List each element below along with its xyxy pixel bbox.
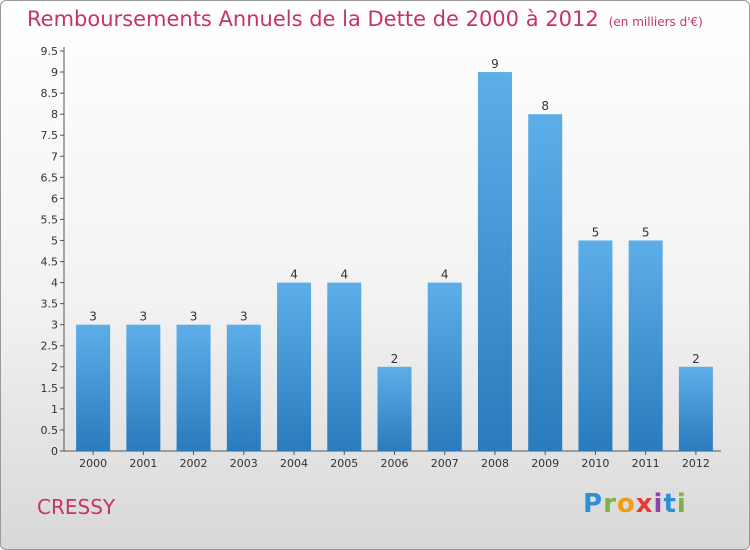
y-tick-label: 1	[51, 403, 58, 416]
bar-value-label: 4	[441, 268, 449, 282]
x-tick-label: 2011	[632, 457, 660, 470]
y-tick-label: 8	[51, 108, 58, 121]
y-tick-label: 6.5	[41, 171, 59, 184]
y-tick-label: 4	[51, 277, 58, 290]
y-tick-label: 0.5	[41, 424, 59, 437]
y-tick-label: 9.5	[41, 45, 59, 58]
chart-labels: 2000 3 2001 3 2002 3 2003 3 2004 4 2005 4 2006 2 2007 4…	[79, 57, 710, 470]
chart-title-text: Remboursements Annuels de la Dette de 20…	[27, 7, 599, 31]
bar-2001	[126, 324, 161, 451]
y-tick-label: 4.5	[41, 256, 59, 269]
logo-letter: t	[663, 489, 677, 519]
x-tick-label: 2000	[79, 457, 107, 470]
x-tick-label: 2008	[481, 457, 509, 470]
chart-unit: (en milliers d'€)	[608, 15, 703, 29]
bar-value-label: 3	[240, 310, 248, 324]
x-tick-label: 2006	[381, 457, 409, 470]
x-tick-label: 2001	[129, 457, 157, 470]
x-tick-label: 2009	[531, 457, 559, 470]
logo-letter: r	[603, 489, 617, 519]
bar-2012	[678, 366, 713, 451]
proxiti-logo: Proxiti	[583, 489, 687, 519]
y-tick-label: 5.5	[41, 213, 59, 226]
y-tick-label: 1.5	[41, 382, 59, 395]
y-tick-label: 7	[51, 150, 58, 163]
bar-value-label: 4	[290, 268, 298, 282]
bar-value-label: 4	[340, 268, 348, 282]
bar-value-label: 8	[541, 99, 549, 113]
y-tick-label: 8.5	[41, 87, 59, 100]
x-tick-label: 2004	[280, 457, 308, 470]
y-tick-label: 2.5	[41, 340, 59, 353]
bar-2011	[628, 240, 663, 451]
x-tick-label: 2007	[431, 457, 459, 470]
bar-2008	[477, 72, 512, 451]
y-tick-label: 3.5	[41, 298, 59, 311]
y-tick-label: 3	[51, 319, 58, 332]
bar-2004	[277, 282, 312, 451]
bar-value-label: 2	[692, 352, 700, 366]
x-tick-label: 2003	[230, 457, 258, 470]
bar-2007	[427, 282, 462, 451]
bar-value-label: 3	[89, 310, 97, 324]
chart-axes: 0 0.5 1 1.5 2 2.5 3 3.5 4 4.5 5 5.5 6 6.5 7 7.5 8 8.5 9 9.5	[41, 45, 721, 458]
bar-value-label: 2	[391, 352, 399, 366]
logo-letter: i	[676, 489, 687, 519]
chart-bars	[76, 72, 713, 451]
bar-2005	[327, 282, 362, 451]
bar-2009	[528, 114, 563, 451]
bar-2002	[176, 324, 211, 451]
y-tick-label: 2	[51, 361, 58, 374]
chart-title: Remboursements Annuels de la Dette de 20…	[27, 7, 703, 31]
logo-letter: o	[616, 489, 636, 519]
bar-2003	[226, 324, 261, 451]
bar-value-label: 9	[491, 57, 499, 71]
logo-letter: x	[635, 489, 654, 519]
bar-value-label: 3	[190, 310, 198, 324]
x-tick-label: 2010	[581, 457, 609, 470]
y-tick-label: 7.5	[41, 129, 59, 142]
y-tick-label: 6	[51, 192, 58, 205]
town-name: CRESSY	[37, 495, 116, 519]
bar-value-label: 3	[140, 310, 148, 324]
y-tick-label: 9	[51, 66, 58, 79]
bar-value-label: 5	[592, 225, 600, 239]
bar-value-label: 5	[642, 225, 650, 239]
y-tick-label: 0	[51, 445, 58, 458]
bar-2006	[377, 366, 412, 451]
bar-2000	[76, 324, 111, 451]
x-tick-label: 2012	[682, 457, 710, 470]
x-tick-label: 2005	[330, 457, 358, 470]
bar-2010	[578, 240, 613, 451]
x-tick-label: 2002	[180, 457, 208, 470]
logo-letter: P	[583, 489, 604, 519]
y-tick-label: 5	[51, 234, 58, 247]
logo-letter: i	[653, 489, 664, 519]
